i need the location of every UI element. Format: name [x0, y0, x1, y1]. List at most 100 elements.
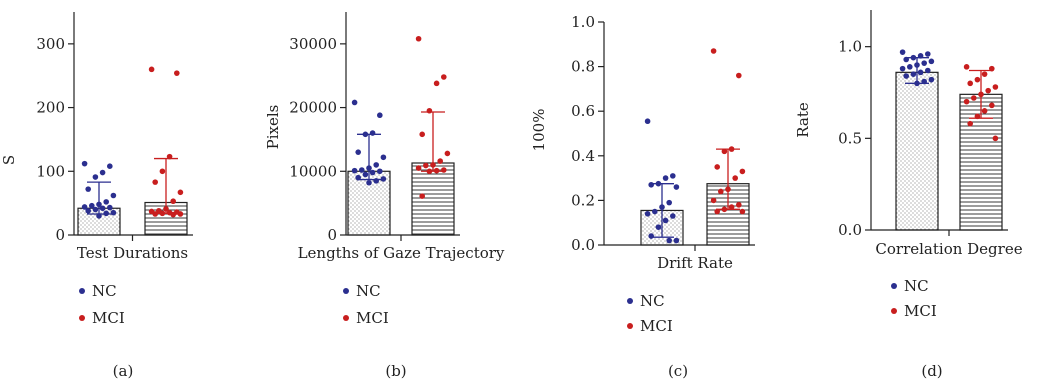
data-point-nc — [355, 174, 361, 181]
data-point-mci — [433, 167, 440, 174]
data-point-nc — [355, 149, 361, 155]
data-point-nc — [92, 174, 99, 180]
data-point-nc — [903, 73, 909, 79]
data-point-nc — [92, 206, 99, 213]
data-point-nc — [362, 171, 369, 178]
y-axis-label: Pixels — [264, 105, 282, 150]
data-point-nc — [85, 207, 91, 214]
data-point-mci — [710, 48, 717, 54]
legend-label-mci: MCI — [904, 302, 937, 320]
y-axis-label: Rate — [794, 102, 812, 138]
data-point-nc — [110, 192, 117, 199]
data-point-nc — [925, 67, 931, 74]
data-point-nc — [99, 205, 106, 212]
data-point-mci — [974, 76, 981, 83]
x-axis-label: Test Durations — [77, 244, 188, 262]
data-point-mci — [426, 168, 433, 175]
data-point-nc — [103, 199, 109, 205]
data-point-mci — [152, 179, 158, 185]
data-point-mci — [415, 35, 422, 42]
y-tick-label: 20000 — [289, 99, 337, 117]
data-point-nc — [914, 62, 920, 68]
data-point-mci — [419, 193, 425, 199]
data-point-nc — [914, 80, 920, 87]
data-point-nc — [81, 160, 88, 167]
data-point-nc — [910, 54, 917, 61]
data-point-mci — [985, 87, 991, 94]
legend-marker-nc — [627, 298, 633, 304]
legend-label-nc: NC — [356, 282, 381, 300]
panel-label: (a) — [113, 362, 134, 380]
data-point-mci — [714, 164, 720, 170]
data-point-mci — [437, 158, 443, 164]
legend-marker-nc — [79, 288, 85, 294]
data-point-mci — [433, 80, 440, 87]
data-point-mci — [989, 102, 995, 109]
y-tick-label: 30000 — [289, 35, 337, 53]
data-point-mci — [441, 74, 447, 80]
data-point-nc — [644, 118, 651, 125]
data-point-mci — [170, 211, 176, 218]
data-point-nc — [666, 199, 672, 206]
data-point-nc — [673, 184, 680, 190]
data-point-nc — [899, 65, 906, 72]
y-tick-label: 200 — [36, 99, 65, 117]
y-axis-label: S — [0, 155, 18, 165]
data-point-nc — [910, 71, 917, 77]
legend-marker-mci — [891, 308, 897, 314]
y-tick-label: 0.2 — [571, 191, 595, 209]
data-point-nc — [648, 233, 654, 239]
data-point-mci — [166, 153, 173, 160]
data-point-nc — [928, 76, 935, 83]
data-point-nc — [662, 217, 669, 224]
data-point-mci — [963, 64, 970, 70]
data-point-mci — [981, 108, 988, 114]
data-point-nc — [362, 131, 369, 138]
data-point-nc — [652, 208, 658, 215]
data-point-nc — [107, 163, 113, 169]
y-tick-label: 0 — [55, 226, 65, 244]
data-point-nc — [85, 186, 91, 192]
data-point-mci — [423, 162, 429, 169]
data-point-mci — [714, 208, 720, 215]
y-axis-label: 100% — [530, 109, 548, 152]
data-point-mci — [728, 204, 735, 210]
data-point-mci — [721, 148, 728, 155]
y-tick-label: 300 — [36, 35, 65, 53]
data-point-nc — [917, 53, 924, 59]
data-point-nc — [648, 181, 654, 188]
data-point-nc — [670, 213, 676, 219]
panel-label: (c) — [668, 362, 688, 380]
data-point-mci — [992, 84, 999, 90]
data-point-mci — [736, 202, 742, 208]
data-point-nc — [655, 224, 662, 230]
data-point-mci — [971, 95, 977, 101]
data-point-mci — [444, 150, 451, 157]
data-point-nc — [377, 168, 383, 175]
bar-nc — [895, 71, 939, 231]
data-point-mci — [177, 211, 184, 217]
data-point-mci — [177, 189, 184, 196]
chart-panel-d: 0.0 0.5 1.0 Rate Correlation Degree NC MCI (d) — [792, 0, 1055, 383]
data-point-mci — [163, 206, 169, 212]
legend-label-mci: MCI — [92, 309, 125, 327]
data-point-mci — [974, 113, 981, 120]
data-point-nc — [666, 237, 672, 244]
data-point-mci — [159, 168, 166, 175]
data-point-mci — [430, 162, 436, 168]
data-point-nc — [81, 204, 88, 210]
data-point-nc — [673, 237, 680, 244]
y-tick-label: 0.8 — [571, 58, 595, 76]
data-point-mci — [967, 80, 973, 87]
data-point-mci — [739, 208, 746, 215]
data-point-nc — [921, 60, 927, 66]
data-point-mci — [732, 175, 738, 181]
data-point-nc — [670, 173, 676, 179]
data-point-nc — [103, 210, 109, 217]
data-point-nc — [907, 64, 913, 70]
data-point-nc — [107, 204, 113, 211]
y-tick-label: 0.4 — [571, 147, 595, 165]
data-point-nc — [662, 175, 669, 181]
data-point-nc — [921, 78, 927, 85]
x-axis-label: Lengths of Gaze Trajectory — [298, 244, 505, 262]
